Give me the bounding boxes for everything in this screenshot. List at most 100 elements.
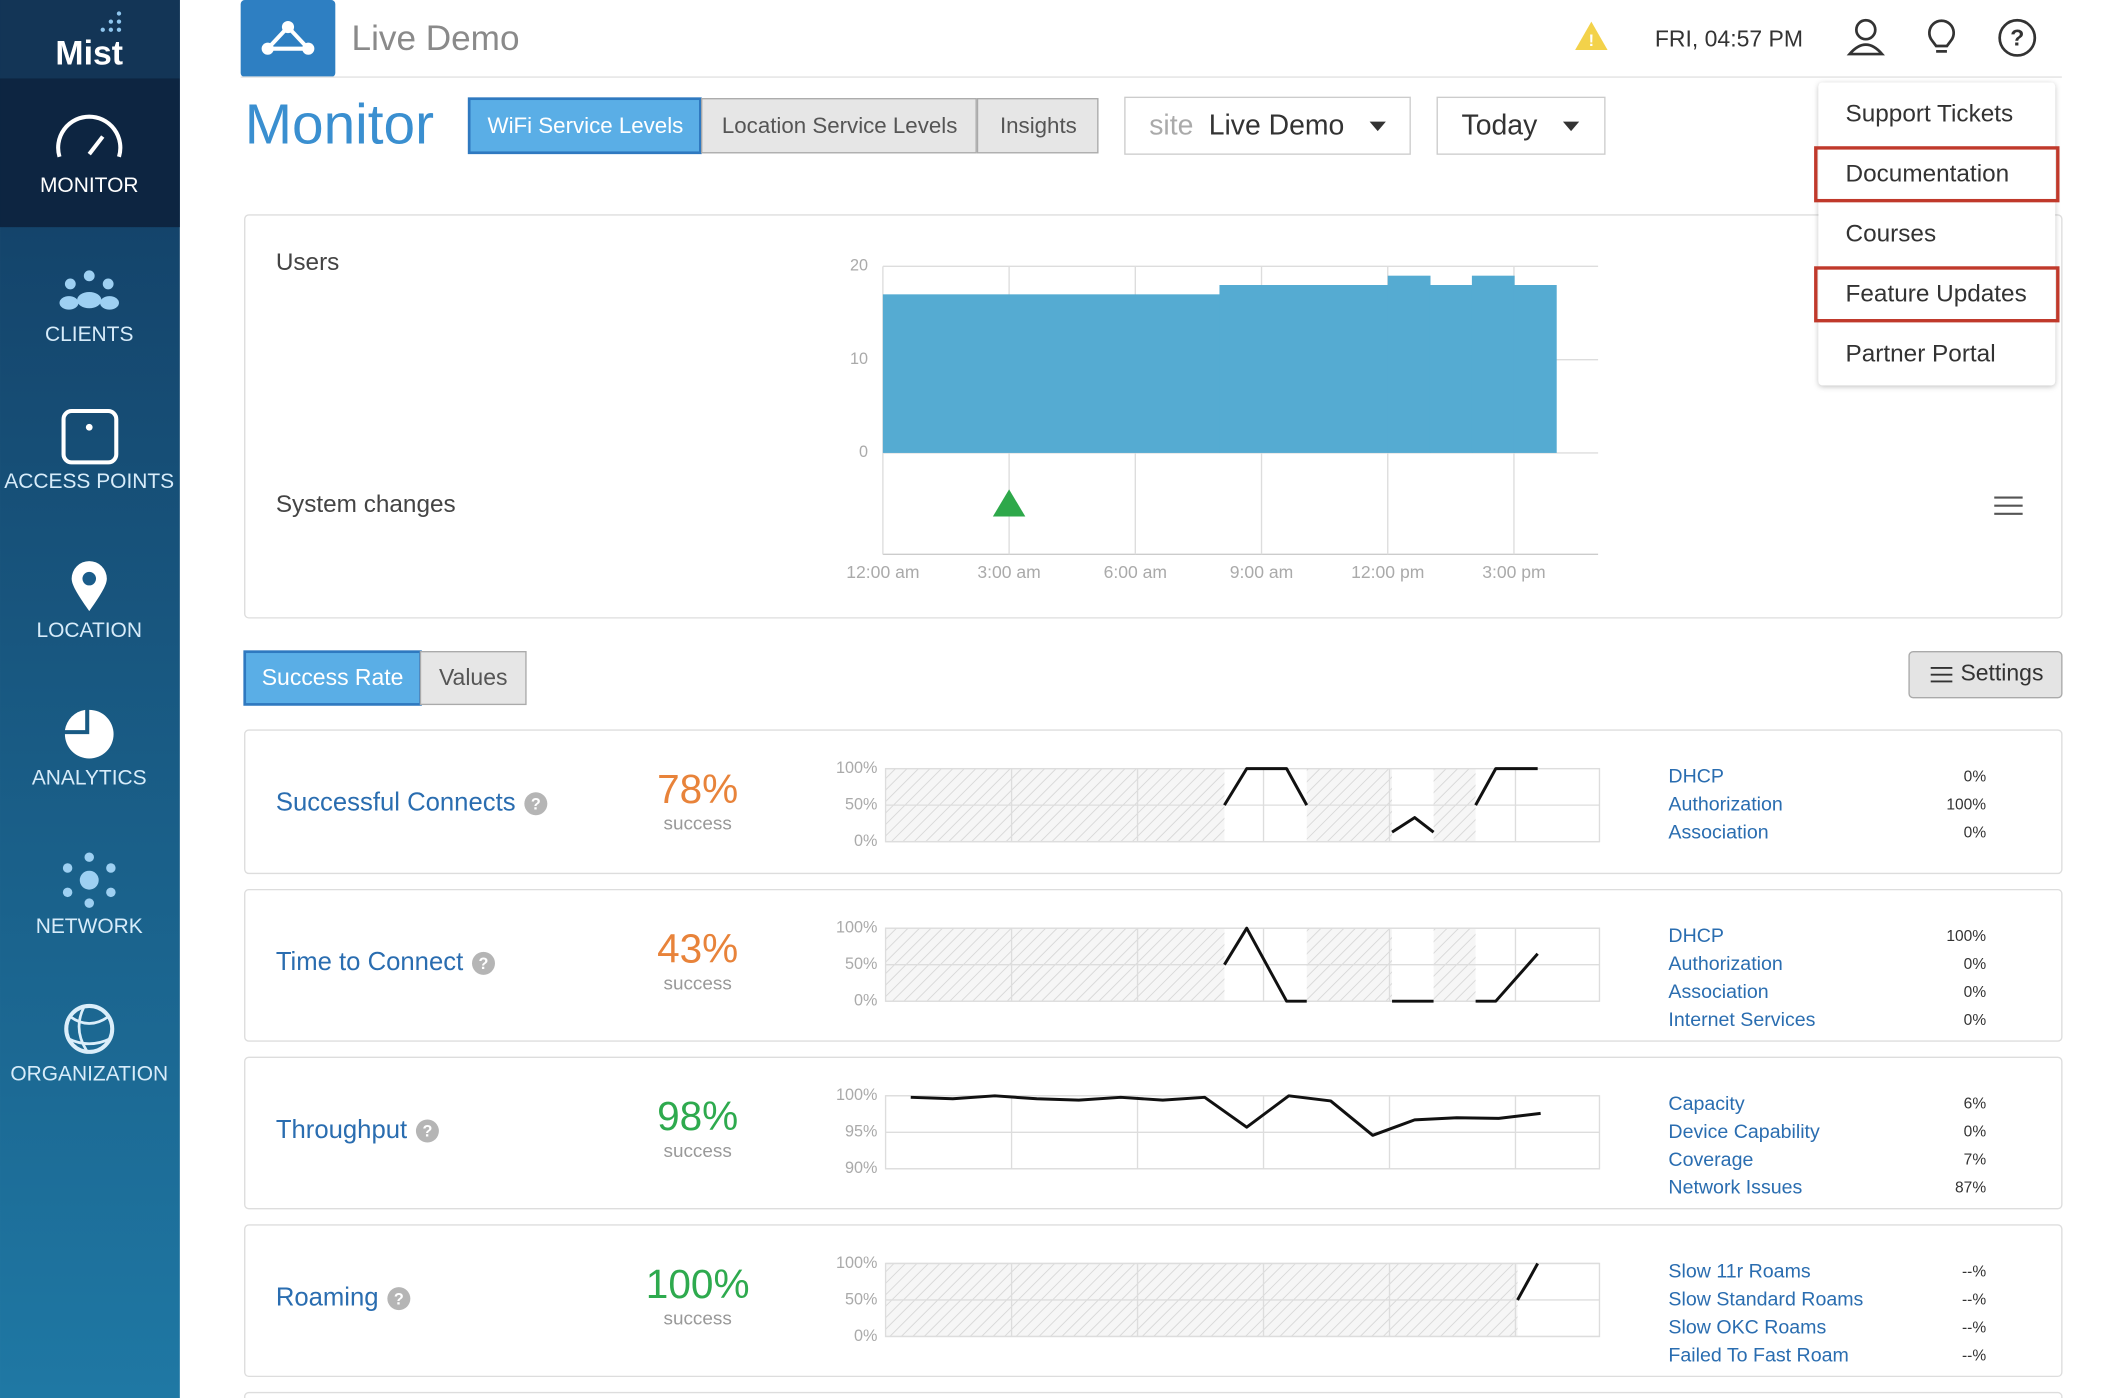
tab[interactable] <box>701 98 977 154</box>
toggle[interactable] <box>419 651 527 706</box>
site-value: Live Demo <box>1209 110 1345 142</box>
range-dropdown[interactable] <box>1436 96 1606 155</box>
breakdown-name[interactable]: Failed To Fast Roam <box>1668 1344 1848 1366</box>
breakdown-name[interactable]: Capacity <box>1668 1093 1744 1115</box>
site-title: Live Demo <box>352 19 520 58</box>
menu-item[interactable]: Partner Portal <box>1846 340 1996 367</box>
breakdown-name[interactable]: Coverage <box>1668 1149 1753 1171</box>
events-label: System changes <box>276 491 456 518</box>
nav-label: ACCESS POINTS <box>4 470 174 493</box>
sidebar <box>0 0 180 1398</box>
x-tick-label: 3:00 am <box>977 562 1040 582</box>
sle-line <box>910 1094 1541 1137</box>
y-tick-label: 50% <box>845 1290 877 1308</box>
x-tick-label: 3:00 pm <box>1482 562 1545 582</box>
nav-item[interactable] <box>0 969 180 1115</box>
sle-score-label: success <box>664 1309 732 1330</box>
help-menu <box>1818 82 2056 386</box>
sle-name[interactable]: Throughput <box>276 1116 407 1144</box>
nav-label: NETWORK <box>36 915 143 938</box>
breakdown-value: 100% <box>1946 797 1986 814</box>
warning-mark: ! <box>1589 32 1594 50</box>
warning-icon[interactable] <box>1575 21 1608 51</box>
breakdown-value: --% <box>1962 1347 1986 1364</box>
breakdown-value: 0% <box>1964 956 1987 973</box>
y-tick-label: 100% <box>836 1086 877 1104</box>
breakdown-name[interactable]: DHCP <box>1668 925 1724 947</box>
nav-label: MONITOR <box>40 174 138 197</box>
nav-item[interactable] <box>0 377 180 523</box>
menu-item[interactable]: Support Tickets <box>1846 100 2014 127</box>
y-tick-label: 20 <box>850 257 868 275</box>
help-icon[interactable] <box>415 1119 439 1143</box>
y-tick-label: 0% <box>854 832 877 850</box>
chart-settings-icon[interactable] <box>1994 496 2023 515</box>
bar <box>1513 285 1557 453</box>
logo-dots <box>100 11 122 32</box>
logo-area <box>0 0 180 79</box>
nav-label: LOCATION <box>36 619 141 642</box>
site-logo[interactable] <box>240 0 336 78</box>
tab-label: WiFi Service Levels <box>488 113 684 138</box>
settings-button[interactable] <box>1908 651 2063 699</box>
sle-name[interactable]: Time to Connect <box>276 948 463 976</box>
nav-item[interactable] <box>0 81 180 227</box>
breakdown-name[interactable]: Internet Services <box>1668 1009 1815 1031</box>
nav-item[interactable] <box>0 673 180 819</box>
breakdown-name[interactable]: Slow Standard Roams <box>1668 1288 1863 1310</box>
tab[interactable] <box>467 97 702 155</box>
breakdown-value: 0% <box>1964 984 1987 1001</box>
breakdown-name[interactable]: DHCP <box>1668 766 1724 788</box>
breakdown-name[interactable]: Association <box>1668 981 1768 1003</box>
help-icon[interactable] <box>387 1287 411 1311</box>
sle-score: 100% <box>646 1261 750 1307</box>
tab[interactable] <box>976 98 1099 154</box>
sle-score: 98% <box>657 1093 738 1139</box>
site-logo-icon <box>261 20 315 55</box>
breakdown-name[interactable]: Slow OKC Roams <box>1668 1316 1826 1338</box>
breakdown-name[interactable]: Device Capability <box>1668 1121 1820 1143</box>
help-icon-mark: ? <box>531 795 541 813</box>
breakdown-name[interactable]: Association <box>1668 822 1768 844</box>
highlight-box <box>1814 146 2060 203</box>
nav-item[interactable] <box>0 526 180 672</box>
page-title: Monitor <box>245 93 434 156</box>
help-icon[interactable] <box>524 792 548 816</box>
menu-item[interactable]: Documentation <box>1846 160 2010 187</box>
help-icon-mark: ? <box>422 1123 432 1141</box>
breakdown-name[interactable]: Authorization <box>1668 794 1782 816</box>
menu-item[interactable]: Courses <box>1846 220 1937 247</box>
menu-item[interactable]: Feature Updates <box>1846 280 2027 307</box>
header-icons[interactable] <box>1846 18 2037 57</box>
breakdown-value: 0% <box>1964 1012 1987 1029</box>
site-dropdown[interactable] <box>1124 96 1411 155</box>
sle-name[interactable]: Successful Connects <box>276 789 516 817</box>
breakdown-name[interactable]: Network Issues <box>1668 1177 1802 1199</box>
bar <box>1429 285 1473 453</box>
settings-label: Settings <box>1960 660 2043 686</box>
x-tick-label: 9:00 am <box>1230 562 1293 582</box>
bar <box>882 294 1221 453</box>
breakdown-value: 0% <box>1964 825 1987 842</box>
breakdown-value: 0% <box>1964 769 1987 786</box>
sle-name[interactable]: Roaming <box>276 1283 379 1311</box>
y-tick-label: 50% <box>845 955 877 973</box>
bar <box>1471 275 1515 453</box>
y-tick-label: 0% <box>854 991 877 1009</box>
y-tick-label: 50% <box>845 795 877 813</box>
breakdown-value: --% <box>1962 1291 1986 1308</box>
help-icon[interactable] <box>472 951 495 975</box>
nav-icons <box>56 114 123 1054</box>
caret <box>1562 121 1580 132</box>
nav-label: CLIENTS <box>45 323 133 346</box>
toggle[interactable] <box>243 650 422 706</box>
nav-item[interactable] <box>0 230 180 376</box>
breakdown-name[interactable]: Slow 11r Roams <box>1668 1260 1810 1282</box>
chart-title: Users <box>276 249 340 276</box>
nav-item[interactable] <box>0 822 180 968</box>
y-tick-label: 0% <box>854 1327 877 1345</box>
breakdown-name[interactable]: Authorization <box>1668 953 1782 975</box>
event-marker[interactable] <box>992 489 1026 517</box>
tab-label: Location Service Levels <box>722 113 958 138</box>
